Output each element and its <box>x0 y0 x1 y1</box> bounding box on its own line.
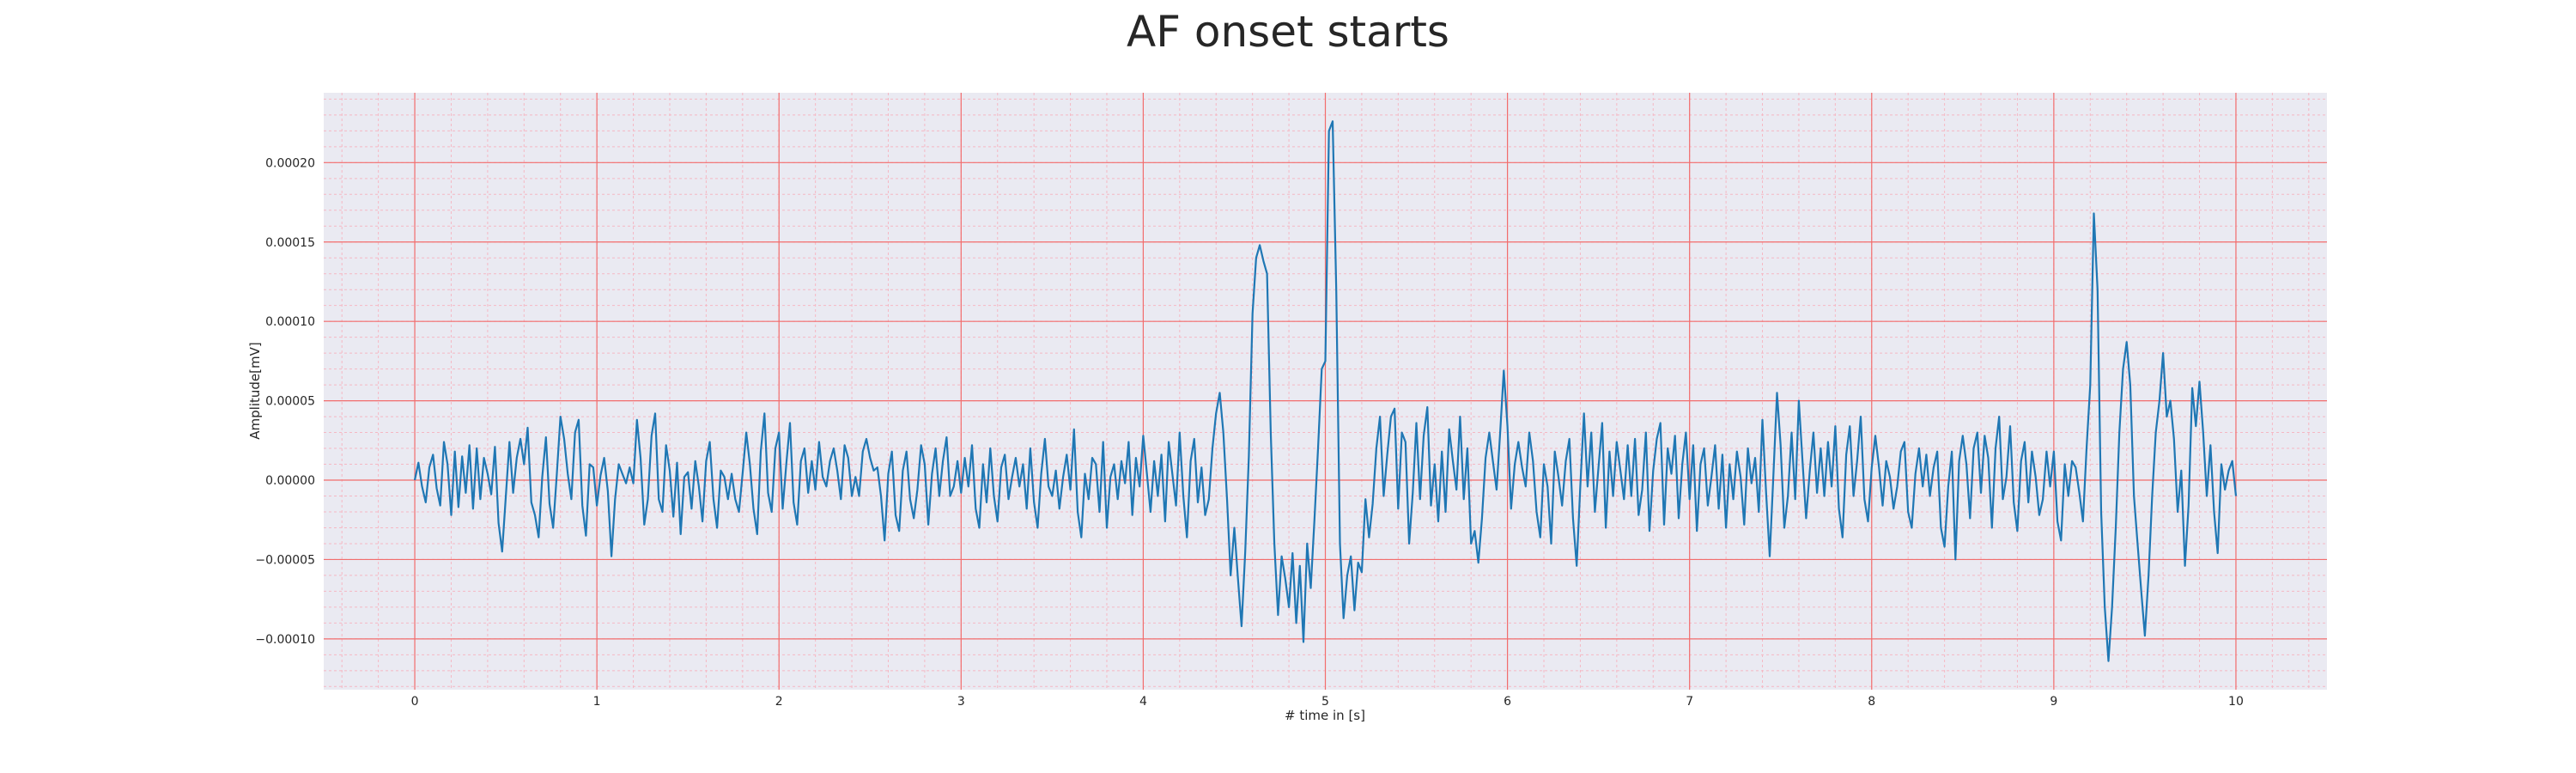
x-tick-label: 0 <box>411 695 419 709</box>
x-axis-ticks: 0 1 2 3 4 5 6 7 8 9 10 <box>411 695 2244 709</box>
x-tick-label: 9 <box>2050 695 2057 709</box>
y-axis-ticks: −0.00010 −0.00005 0.00000 0.00005 0.00010 0.0… <box>255 156 315 647</box>
x-tick-label: 8 <box>1868 695 1875 709</box>
y-tick-label: 0.00010 <box>265 315 315 329</box>
y-tick-label: 0.00000 <box>265 474 315 488</box>
series-layer <box>413 120 2238 662</box>
y-tick-label: 0.00020 <box>265 156 315 170</box>
x-tick-label: 7 <box>1686 695 1693 709</box>
y-tick-label: 0.00005 <box>265 395 315 409</box>
series-line <box>413 120 2238 662</box>
x-tick-label: 1 <box>593 695 601 709</box>
y-tick-label: 0.00015 <box>265 236 315 250</box>
y-tick-label: −0.00010 <box>255 633 315 647</box>
chart-title: AF onset starts <box>1127 7 1449 57</box>
x-tick-label: 6 <box>1504 695 1511 709</box>
x-tick-label: 4 <box>1139 695 1147 709</box>
y-tick-label: −0.00005 <box>255 553 315 567</box>
x-tick-label: 5 <box>1321 695 1329 709</box>
x-tick-label: 2 <box>775 695 783 709</box>
x-axis-label: # time in [s] <box>1285 708 1365 723</box>
x-tick-label: 3 <box>957 695 965 709</box>
y-axis-label: Amplitude[mV] <box>247 342 263 439</box>
x-tick-label: 10 <box>2228 695 2244 709</box>
